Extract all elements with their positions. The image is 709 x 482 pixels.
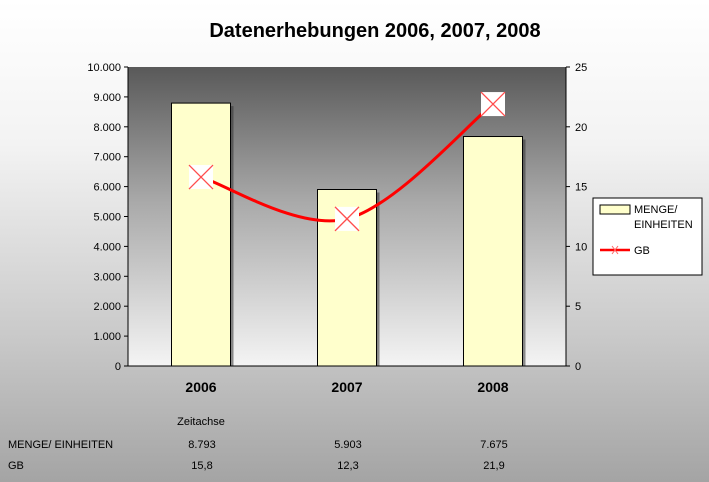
table-cell: 8.793 <box>188 439 216 451</box>
legend-label-menge-line2: EINHEITEN <box>634 219 693 231</box>
left-tick-label: 4.000 <box>93 241 121 253</box>
line-series <box>188 91 506 232</box>
right-tick-label: 25 <box>575 62 587 74</box>
table-row-label: MENGE/ EINHEITEN <box>8 439 113 451</box>
left-tick-label: 10.000 <box>87 62 121 74</box>
x-axis-label: Zeitachse <box>177 416 225 428</box>
category-label: 2007 <box>331 379 362 395</box>
gb-point-marker <box>480 91 506 117</box>
left-tick-label: 7.000 <box>93 152 121 164</box>
table-cell: 15,8 <box>191 460 212 472</box>
left-tick-label: 1.000 <box>93 331 121 343</box>
table-cell: 12,3 <box>337 460 358 472</box>
table-row-label: GB <box>8 460 24 472</box>
left-tick-label: 5.000 <box>93 212 121 224</box>
right-tick-label: 10 <box>575 241 587 253</box>
table-cell: 21,9 <box>483 460 504 472</box>
right-tick-label: 0 <box>575 361 581 373</box>
left-tick-label: 9.000 <box>93 92 121 104</box>
left-y-axis: 0 1.000 2.000 3.000 4.000 5.000 6.000 7.000 8.00… <box>87 62 129 373</box>
category-label: 2006 <box>185 379 216 395</box>
legend-label-menge: MENGE/ <box>634 204 678 216</box>
x-axis-categories: 2006 2007 2008 <box>185 379 508 395</box>
right-tick-label: 20 <box>575 122 587 134</box>
left-tick-label: 6.000 <box>93 182 121 194</box>
bar <box>463 136 523 367</box>
right-tick-label: 15 <box>575 182 587 194</box>
left-tick-label: 8.000 <box>93 122 121 134</box>
table-cell: 5.903 <box>334 439 362 451</box>
table-cell: 7.675 <box>480 439 508 451</box>
legend-label-gb: GB <box>634 245 650 257</box>
legend-cross-marker <box>611 245 619 255</box>
gb-point-marker <box>334 206 360 232</box>
left-tick-label: 3.000 <box>93 271 121 283</box>
category-label: 2008 <box>477 379 508 395</box>
bar <box>171 102 231 367</box>
gb-point-marker <box>188 164 214 190</box>
data-table: MENGE/ EINHEITEN 8.793 5.903 7.675 GB 15,8 12,… <box>8 439 508 472</box>
left-tick-label: 0 <box>115 361 121 373</box>
chart-title: Datenerhebungen 2006, 2007, 2008 <box>209 20 540 42</box>
legend-bar-swatch <box>599 204 631 215</box>
left-tick-label: 2.000 <box>93 301 121 313</box>
right-y-axis: 0 5 10 15 20 25 <box>565 62 587 373</box>
right-tick-label: 5 <box>575 301 581 313</box>
legend: MENGE/ EINHEITEN GB <box>592 197 703 276</box>
